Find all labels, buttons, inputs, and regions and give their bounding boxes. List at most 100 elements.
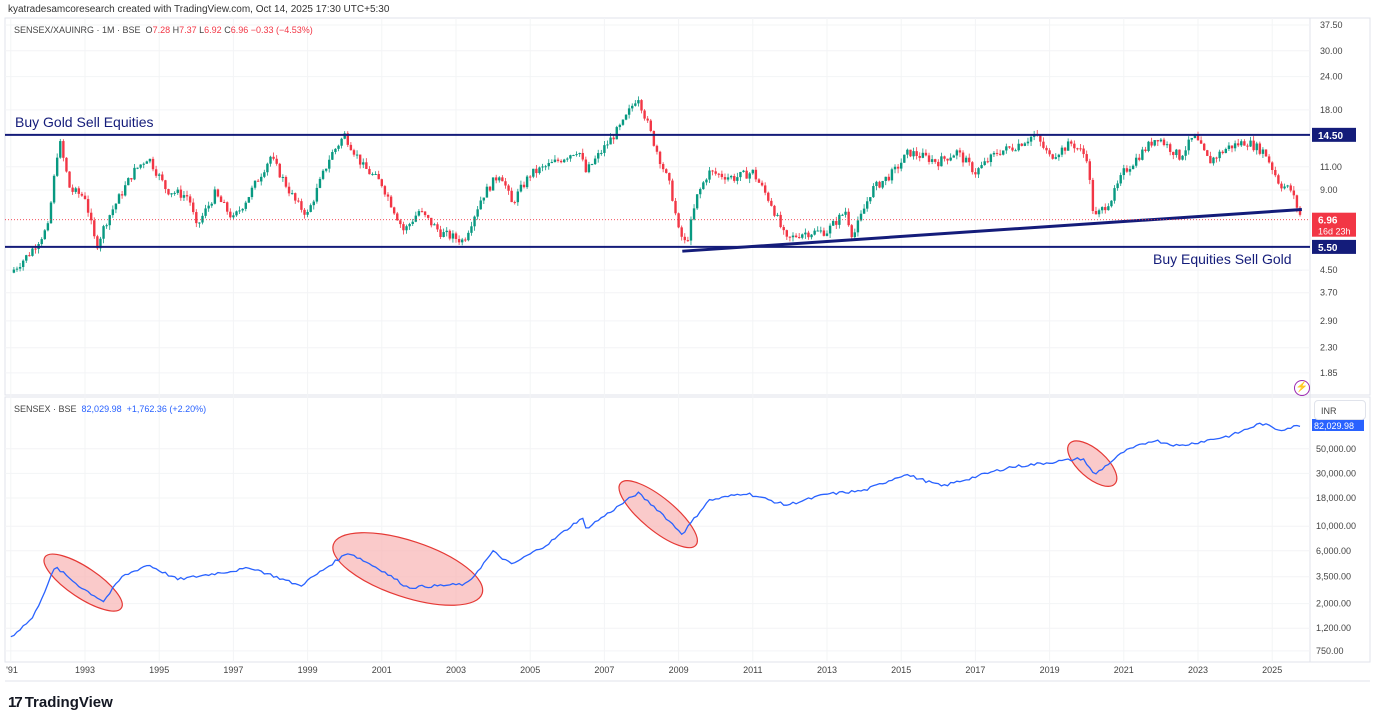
x-tick-label: 1993 xyxy=(75,665,95,675)
candle-body xyxy=(213,189,217,204)
candle-body xyxy=(946,158,949,161)
top-y-tick-label: 1.85 xyxy=(1320,368,1338,378)
candle-body xyxy=(1181,155,1184,160)
candle-body xyxy=(609,137,612,145)
lightning-icon[interactable]: ⚡ xyxy=(1294,380,1310,396)
candle-body xyxy=(779,214,782,228)
x-tick-label: 2013 xyxy=(817,665,837,675)
highlight-ellipse xyxy=(332,532,484,606)
candle-body xyxy=(937,161,940,167)
candle-body xyxy=(606,144,609,146)
candle-body xyxy=(1141,149,1144,160)
candle-body xyxy=(1246,145,1249,147)
candle-body xyxy=(368,168,371,175)
candle-body xyxy=(828,225,832,234)
candle-body xyxy=(900,162,903,169)
last-price-tag-bg xyxy=(1312,212,1356,237)
candle-body xyxy=(161,174,164,181)
candle-body xyxy=(479,200,482,210)
candle-body xyxy=(195,212,198,224)
candle-body xyxy=(1230,145,1234,149)
candle-body xyxy=(62,141,65,158)
candle-body xyxy=(989,154,993,163)
candle-body xyxy=(275,158,278,164)
candle-body xyxy=(494,177,498,181)
candle-body xyxy=(1079,148,1082,150)
candle-body xyxy=(204,208,207,216)
candle-body xyxy=(297,200,300,202)
candle-body xyxy=(272,156,275,159)
buy-gold-label: Buy Gold Sell Equities xyxy=(15,114,154,130)
candle-body xyxy=(294,193,297,201)
candle-body xyxy=(1175,149,1178,156)
top-y-tick-label: 11.00 xyxy=(1320,162,1342,172)
candle-body xyxy=(312,201,315,206)
open-label: O xyxy=(145,25,153,35)
candle-body xyxy=(1243,141,1246,146)
candle-body xyxy=(640,100,643,111)
candle-body xyxy=(1150,141,1153,146)
candles xyxy=(12,96,1302,274)
candle-body xyxy=(603,145,606,153)
candle-body xyxy=(856,220,860,233)
candle-body xyxy=(677,213,680,228)
candle-body xyxy=(1085,154,1088,162)
candle-body xyxy=(1054,157,1057,159)
candle-body xyxy=(804,232,807,235)
candle-body xyxy=(80,193,84,196)
candle-body xyxy=(986,161,989,163)
candle-body xyxy=(392,207,396,214)
candle-body xyxy=(414,215,418,222)
candle-body xyxy=(182,195,186,198)
candle-body xyxy=(408,223,411,227)
x-tick-label: 2019 xyxy=(1040,665,1060,675)
candle-body xyxy=(661,164,665,170)
candle-body xyxy=(788,236,792,238)
candle-body xyxy=(773,205,776,216)
candle-body xyxy=(377,173,380,180)
candle-body xyxy=(955,150,959,156)
x-tick-label: 2017 xyxy=(965,665,985,675)
candle-body xyxy=(451,233,455,239)
candle-body xyxy=(142,163,145,165)
bottom-y-tick-label: 18,000.00 xyxy=(1316,493,1356,503)
candle-body xyxy=(893,166,897,170)
candle-body xyxy=(145,161,149,164)
candle-body xyxy=(464,239,467,241)
currency-button[interactable]: INR xyxy=(1314,400,1366,420)
candle-body xyxy=(148,158,152,162)
candle-body xyxy=(158,174,161,176)
candle-body xyxy=(535,168,538,174)
candle-body xyxy=(600,152,603,154)
candle-body xyxy=(760,182,764,186)
candle-body xyxy=(1295,195,1299,208)
low-value: 6.92 xyxy=(204,25,222,35)
candle-body xyxy=(488,186,492,191)
sensex-last-tag: 82,029.98 xyxy=(1314,421,1354,431)
tradingview-logo[interactable]: 17 TradingView xyxy=(8,694,113,711)
candle-body xyxy=(179,189,183,198)
candle-body xyxy=(114,203,118,210)
candle-body xyxy=(513,202,516,204)
candle-body xyxy=(683,236,686,241)
candle-body xyxy=(915,151,918,157)
candle-body xyxy=(358,154,362,165)
candle-body xyxy=(1094,211,1098,215)
candle-body xyxy=(516,191,520,203)
candle-body xyxy=(96,236,99,249)
candle-body xyxy=(1144,149,1147,152)
candle-body xyxy=(1005,146,1008,151)
candle-body xyxy=(467,232,470,241)
candle-body xyxy=(1147,141,1150,152)
candle-body xyxy=(1134,157,1138,166)
candle-body xyxy=(207,205,210,209)
candle-body xyxy=(525,176,529,188)
candle-body xyxy=(260,176,263,182)
candle-body xyxy=(93,220,96,237)
candle-body xyxy=(634,103,637,106)
bottom-y-tick-label: 10,000.00 xyxy=(1316,521,1356,531)
bottom-legend: SENSEX · BSE 82,029.98 +1,762.36 (+2.20%… xyxy=(14,404,206,414)
candle-body xyxy=(1023,143,1027,146)
open-value: 7.28 xyxy=(152,25,171,35)
